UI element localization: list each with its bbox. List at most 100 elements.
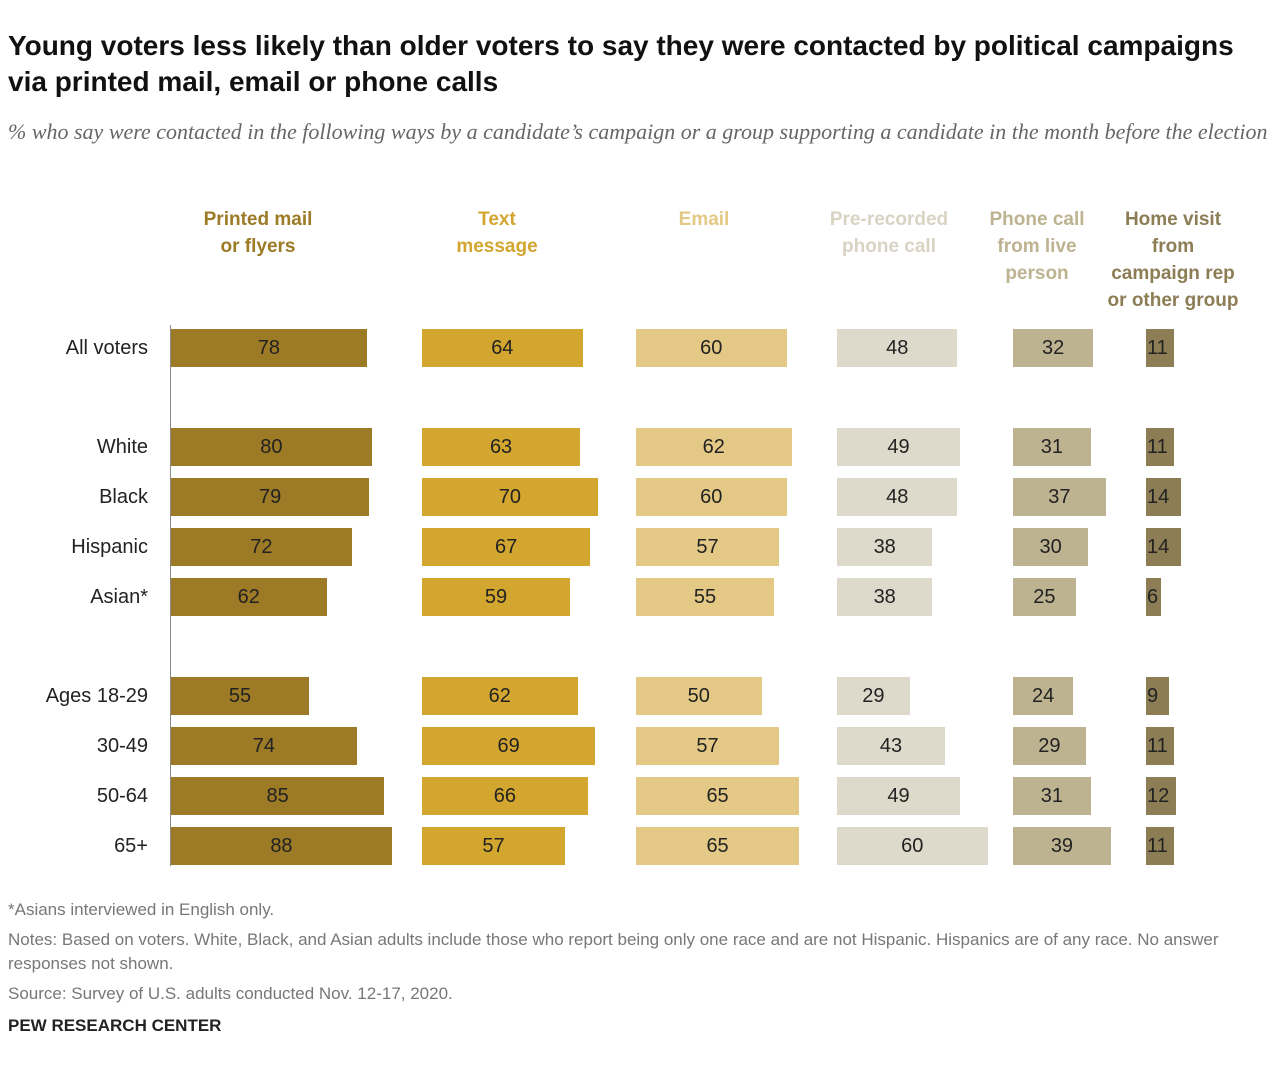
value-label: 9 <box>1147 685 1159 707</box>
value-label: 38 <box>873 586 896 608</box>
bar <box>171 827 392 865</box>
bar <box>636 428 792 466</box>
bar <box>1013 578 1076 616</box>
chart-title: Young voters less likely than older vote… <box>8 30 1234 97</box>
bar <box>1146 329 1174 367</box>
category-label: White <box>96 436 148 458</box>
value-label: 63 <box>489 436 513 458</box>
value-label: 55 <box>228 685 252 707</box>
bar <box>1013 528 1089 566</box>
series-header: Text message <box>456 209 538 257</box>
value-label: 64 <box>491 337 514 359</box>
value-label: 32 <box>1042 337 1065 359</box>
note: Source: Survey of U.S. adults conducted … <box>8 984 453 1003</box>
value-label: 59 <box>484 586 508 608</box>
bar <box>422 329 583 367</box>
category-label: All voters <box>65 337 148 359</box>
value-label: 24 <box>1031 685 1055 707</box>
bar <box>636 329 787 367</box>
bar <box>422 528 591 566</box>
bar <box>1146 428 1174 466</box>
chart-subtitle: % who say were contacted in the followin… <box>8 119 1268 144</box>
bar <box>636 727 780 765</box>
series-header: Home visit from campaign rep or other gr… <box>1107 209 1239 311</box>
bar <box>1013 827 1111 865</box>
axis-line <box>170 325 171 866</box>
bar <box>837 329 958 367</box>
value-label: 66 <box>493 785 516 807</box>
credit: PEW RESEARCH CENTER <box>8 1016 222 1035</box>
value-label: 6 <box>1147 586 1159 608</box>
value-label: 31 <box>1040 785 1064 807</box>
note: Notes: Based on voters. White, Black, an… <box>8 930 1219 973</box>
bar <box>837 428 960 466</box>
value-label: 49 <box>887 436 910 458</box>
bar <box>636 777 800 815</box>
bar <box>1013 329 1094 367</box>
bar <box>171 578 327 616</box>
bar <box>1146 677 1169 715</box>
bar <box>171 478 370 516</box>
category-label: Ages 18-29 <box>45 685 148 707</box>
value-label: 25 <box>1033 586 1056 608</box>
value-label: 60 <box>700 486 723 508</box>
value-label: 78 <box>257 337 280 359</box>
bar <box>837 677 910 715</box>
bar <box>1146 827 1174 865</box>
value-label: 12 <box>1147 785 1170 807</box>
bar <box>837 478 958 516</box>
bar <box>422 428 581 466</box>
value-label: 50 <box>687 685 710 707</box>
value-label: 30 <box>1039 536 1062 558</box>
value-label: 37 <box>1048 486 1071 508</box>
bar <box>837 727 945 765</box>
value-label: 11 <box>1147 735 1168 757</box>
value-label: 11 <box>1147 337 1168 359</box>
bar <box>171 428 372 466</box>
value-label: 79 <box>259 486 282 508</box>
value-label: 48 <box>886 486 909 508</box>
bar <box>422 777 588 815</box>
value-label: 57 <box>482 835 505 857</box>
bar <box>1013 677 1074 715</box>
bar <box>422 827 566 865</box>
value-label: 60 <box>901 835 924 857</box>
bar <box>171 528 352 566</box>
value-label: 49 <box>887 785 910 807</box>
value-label: 14 <box>1147 536 1170 558</box>
bar <box>1013 727 1086 765</box>
value-label: 67 <box>494 536 518 558</box>
value-label: 31 <box>1040 436 1064 458</box>
bar <box>837 827 988 865</box>
value-label: 88 <box>270 835 293 857</box>
category-label: 50-64 <box>96 785 148 807</box>
value-label: 65 <box>706 835 729 857</box>
bar <box>636 578 775 616</box>
value-label: 11 <box>1147 436 1168 458</box>
value-label: 29 <box>862 685 885 707</box>
bar <box>1013 478 1106 516</box>
value-label: 74 <box>252 735 275 757</box>
series-header: Email <box>678 209 730 230</box>
value-label: 60 <box>700 337 723 359</box>
note: *Asians interviewed in English only. <box>8 900 275 919</box>
bar <box>1146 727 1174 765</box>
bar <box>422 578 571 616</box>
value-label: 65 <box>706 785 729 807</box>
value-label: 57 <box>696 536 719 558</box>
value-label: 70 <box>498 486 521 508</box>
value-label: 72 <box>250 536 273 558</box>
category-label: Asian* <box>90 586 148 608</box>
value-label: 39 <box>1050 835 1074 857</box>
category-label: 65+ <box>114 835 148 857</box>
bar <box>1146 578 1162 616</box>
value-label: 62 <box>702 436 725 458</box>
value-label: 62 <box>488 685 511 707</box>
bar <box>171 329 367 367</box>
value-label: 55 <box>693 586 717 608</box>
bar <box>1013 428 1091 466</box>
bar <box>636 478 787 516</box>
series-header: Printed mail or flyers <box>203 209 313 257</box>
value-label: 48 <box>886 337 909 359</box>
value-label: 62 <box>237 586 260 608</box>
